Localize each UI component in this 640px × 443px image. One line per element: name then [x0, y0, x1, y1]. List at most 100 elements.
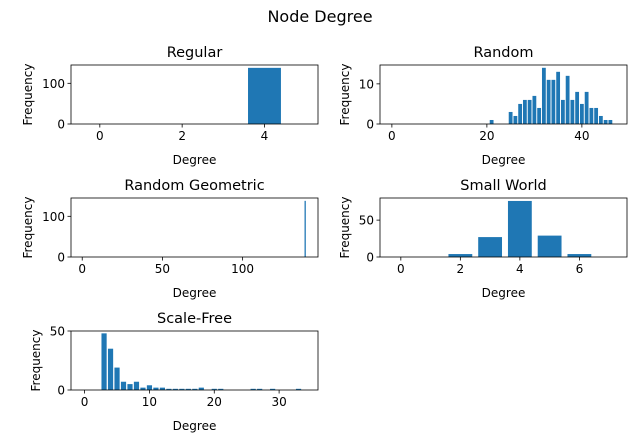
axes-frame	[379, 197, 628, 258]
bar	[527, 99, 532, 124]
bar	[598, 115, 603, 124]
bar	[537, 107, 542, 124]
bar	[127, 384, 133, 390]
y-tick-label: 0	[57, 384, 65, 398]
bar	[250, 388, 256, 390]
bar	[589, 107, 594, 124]
y-axis-label: Frequency	[21, 63, 35, 125]
y-tick-label: 0	[57, 251, 65, 265]
y-tick-label: 100	[42, 210, 65, 224]
bar	[579, 103, 584, 124]
bar	[518, 103, 523, 124]
x-tick-label: 20	[207, 395, 222, 409]
x-axis-label: Degree	[482, 286, 526, 300]
bar	[489, 119, 494, 124]
subplot: 0 2 4 0 100 Regular Degree Frequency	[21, 45, 319, 167]
x-tick-label: 6	[576, 262, 584, 276]
bar	[575, 91, 580, 124]
x-tick-label: 0	[78, 262, 86, 276]
bar	[211, 388, 217, 390]
y-tick-label: 0	[57, 118, 65, 132]
subplot: 0 2 4 6 0 50 Small World Degree Frequency	[338, 178, 628, 300]
bar	[248, 67, 281, 124]
y-tick-label: 50	[359, 214, 374, 228]
bar	[153, 387, 159, 390]
x-tick-label: 40	[574, 129, 589, 143]
subplot-title: Random Geometric	[124, 178, 264, 194]
bar	[584, 91, 589, 124]
bar	[133, 381, 140, 390]
bar	[179, 388, 185, 390]
bar	[594, 107, 599, 124]
bar	[146, 385, 153, 390]
bar	[560, 99, 565, 124]
subplot-title: Scale-Free	[157, 311, 232, 327]
x-tick-label: 0	[388, 129, 396, 143]
bar	[218, 388, 224, 390]
x-tick-label: 0	[397, 262, 405, 276]
figure-title: Node Degree	[267, 7, 372, 26]
bar	[448, 254, 473, 257]
y-axis-label: Frequency	[338, 197, 352, 259]
axes-frame	[70, 64, 319, 125]
x-tick-label: 50	[155, 262, 170, 276]
bar	[120, 381, 127, 390]
bar	[507, 200, 532, 257]
y-tick-label: 0	[366, 118, 374, 132]
bar	[537, 235, 562, 257]
bar	[295, 388, 302, 390]
axes-frame	[70, 330, 319, 391]
bar	[551, 79, 556, 124]
bar	[172, 388, 178, 390]
subplot-title: Regular	[167, 45, 223, 61]
bar	[508, 111, 513, 124]
bar	[114, 367, 120, 390]
axes-frame	[379, 64, 628, 125]
x-tick-label: 4	[516, 262, 524, 276]
x-tick-label: 2	[178, 129, 186, 143]
bar	[478, 237, 503, 257]
bar	[192, 388, 198, 390]
bar	[101, 333, 107, 390]
bar	[270, 388, 276, 390]
y-axis-label: Frequency	[29, 330, 43, 392]
bar	[570, 99, 575, 124]
bar	[198, 387, 204, 390]
x-tick-label: 100	[231, 262, 254, 276]
x-tick-label: 30	[271, 395, 286, 409]
y-tick-label: 0	[366, 251, 374, 265]
x-axis-label: Degree	[173, 419, 217, 433]
bar	[608, 119, 613, 124]
bar	[567, 254, 592, 257]
bar	[159, 387, 166, 390]
bar	[166, 388, 172, 390]
bar	[513, 115, 518, 124]
x-tick-label: 10	[142, 395, 157, 409]
bar	[532, 95, 537, 124]
x-tick-label: 0	[96, 129, 104, 143]
x-axis-label: Degree	[173, 286, 217, 300]
bar	[546, 79, 551, 124]
bar	[304, 200, 306, 257]
x-tick-label: 20	[479, 129, 494, 143]
subplot-title: Random	[473, 45, 533, 61]
x-tick-label: 2	[457, 262, 465, 276]
x-axis-label: Degree	[482, 153, 526, 167]
x-axis-label: Degree	[173, 153, 217, 167]
x-tick-label: 0	[81, 395, 89, 409]
y-tick-label: 50	[50, 325, 65, 339]
y-axis-label: Frequency	[21, 197, 35, 259]
bar	[185, 388, 191, 390]
y-tick-label: 100	[42, 77, 65, 91]
y-axis-label: Frequency	[338, 64, 352, 126]
subplot: 0 10 20 30 0 50 Scale-Free Degree Frequency	[29, 311, 319, 433]
bar	[603, 119, 608, 124]
subplot: 0 20 40 0 10 Random Degree Frequency	[338, 45, 628, 167]
y-tick-label: 10	[359, 77, 374, 91]
subplot: 0 50 100 0 100 Random Geometric Degree Frequenc…	[21, 178, 319, 300]
axes-frame	[70, 197, 319, 258]
bar	[257, 388, 263, 390]
bar	[140, 387, 146, 390]
bar	[107, 348, 114, 390]
